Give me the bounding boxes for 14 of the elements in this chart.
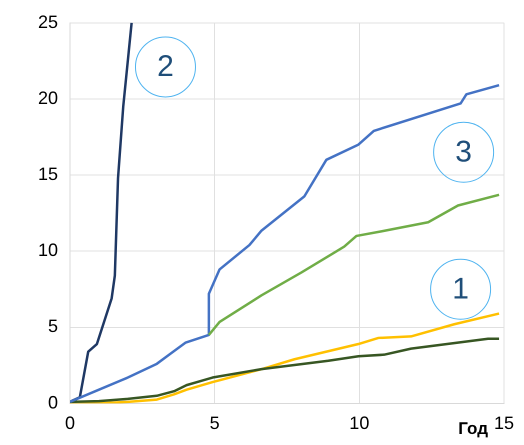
annotation: 2 — [157, 50, 174, 84]
x-tick-label: 15 — [494, 413, 514, 434]
y-tick-label: 5 — [48, 316, 58, 336]
y-tick-label: 10 — [38, 240, 58, 260]
x-tick-label: 10 — [349, 413, 370, 434]
y-tick-label: 0 — [48, 392, 58, 412]
y-tick-label: 15 — [38, 164, 58, 184]
y-tick-label: 25 — [38, 12, 58, 32]
annotation: 3 — [455, 135, 472, 168]
x-tick-label: 0 — [64, 413, 76, 434]
annotation: 1 — [452, 272, 469, 306]
x-tick-label: 5 — [210, 413, 220, 434]
y-tick-label: 20 — [38, 88, 58, 108]
x-axis-title: Год — [458, 419, 488, 438]
